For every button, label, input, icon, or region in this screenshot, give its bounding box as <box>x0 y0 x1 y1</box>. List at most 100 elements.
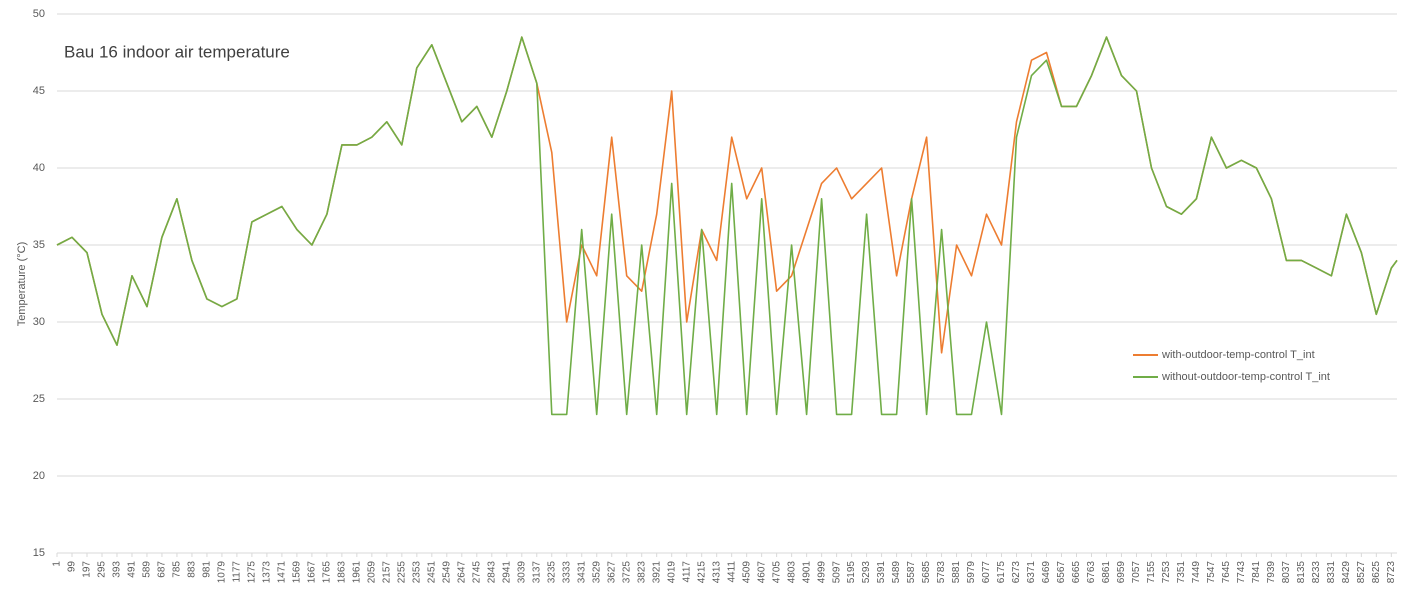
x-tick-label: 2255 <box>396 561 407 584</box>
x-tick-label: 6763 <box>1086 561 1097 584</box>
x-tick-label: 4705 <box>771 561 782 584</box>
x-tick-label: 4803 <box>786 561 797 584</box>
x-tick-label: 6567 <box>1056 561 1067 584</box>
x-tick-label: 3725 <box>621 561 632 584</box>
x-tick-label: 6077 <box>981 561 992 584</box>
x-tick-label: 197 <box>82 561 93 578</box>
x-tick-label: 7155 <box>1146 561 1157 584</box>
y-tick-label: 20 <box>33 470 45 482</box>
x-tick-label: 8723 <box>1386 561 1397 584</box>
x-tick-label: 4999 <box>816 561 827 584</box>
x-tick-label: 5685 <box>921 561 932 584</box>
x-tick-label: 883 <box>187 561 198 578</box>
x-tick-label: 785 <box>172 561 183 578</box>
x-tick-label: 6371 <box>1026 561 1037 584</box>
x-tick-label: 5489 <box>891 561 902 584</box>
x-tick-label: 6175 <box>996 561 1007 584</box>
x-tick-label: 4019 <box>666 561 677 584</box>
x-tick-label: 589 <box>142 561 153 578</box>
x-tick-label: 2059 <box>366 561 377 584</box>
x-tick-label: 8527 <box>1356 561 1367 584</box>
x-tick-label: 295 <box>97 561 108 578</box>
x-tick-label: 7547 <box>1206 561 1217 584</box>
x-tick-label: 2157 <box>381 561 392 584</box>
y-tick-label: 30 <box>33 316 45 328</box>
x-tick-label: 5391 <box>876 561 887 584</box>
x-tick-label: 4313 <box>711 561 722 584</box>
y-tick-label: 15 <box>33 547 45 559</box>
x-tick-label: 1961 <box>351 561 362 584</box>
x-tick-label: 8331 <box>1326 561 1337 584</box>
y-tick-label: 40 <box>33 162 45 174</box>
x-tick-label: 4215 <box>696 561 707 584</box>
y-tick-label: 25 <box>33 393 45 405</box>
x-tick-label: 7939 <box>1266 561 1277 584</box>
chart-title: Bau 16 indoor air temperature <box>64 42 290 61</box>
x-tick-label: 7841 <box>1251 561 1262 584</box>
x-tick-label: 5195 <box>846 561 857 584</box>
x-tick-label: 1079 <box>217 561 228 584</box>
x-tick-label: 491 <box>127 561 138 578</box>
x-tick-label: 5783 <box>936 561 947 584</box>
x-tick-label: 3431 <box>576 561 587 584</box>
x-tick-label: 8429 <box>1341 561 1352 584</box>
x-tick-label: 1471 <box>277 561 288 584</box>
x-tick-label: 5293 <box>861 561 872 584</box>
x-tick-label: 5881 <box>951 561 962 584</box>
x-tick-label: 2451 <box>426 561 437 584</box>
x-tick-label: 1569 <box>292 561 303 584</box>
x-tick-label: 3627 <box>606 561 617 584</box>
y-axis-title: Temperature (°C) <box>16 242 28 326</box>
x-tick-label: 1373 <box>262 561 273 584</box>
x-tick-label: 4117 <box>681 561 692 583</box>
x-tick-label: 687 <box>157 561 168 578</box>
x-tick-label: 1863 <box>336 561 347 584</box>
x-tick-label: 1275 <box>247 561 258 584</box>
x-tick-label: 8135 <box>1296 561 1307 584</box>
x-tick-label: 3823 <box>636 561 647 584</box>
x-tick-label: 5097 <box>831 561 842 584</box>
x-tick-label: 2549 <box>441 561 452 584</box>
x-tick-label: 7057 <box>1131 561 1142 584</box>
x-tick-label: 2353 <box>411 561 422 584</box>
y-tick-label: 35 <box>33 239 45 251</box>
x-tick-label: 2647 <box>456 561 467 584</box>
x-tick-label: 6665 <box>1071 561 1082 584</box>
x-tick-label: 1 <box>52 561 63 567</box>
x-tick-label: 4901 <box>801 561 812 584</box>
x-tick-label: 3039 <box>516 561 527 584</box>
x-tick-label: 6273 <box>1011 561 1022 584</box>
x-tick-label: 3137 <box>531 561 542 584</box>
x-tick-label: 3333 <box>561 561 572 584</box>
x-tick-label: 7253 <box>1161 561 1172 584</box>
x-tick-label: 7743 <box>1236 561 1247 584</box>
x-tick-label: 1765 <box>322 561 333 584</box>
x-tick-label: 3921 <box>651 561 662 584</box>
x-tick-label: 393 <box>112 561 123 578</box>
y-tick-label: 50 <box>33 8 45 20</box>
y-tick-label: 45 <box>33 85 45 97</box>
x-tick-label: 6469 <box>1041 561 1052 584</box>
x-tick-label: 7351 <box>1176 561 1187 584</box>
x-tick-label: 4607 <box>756 561 767 584</box>
x-tick-label: 7645 <box>1221 561 1232 584</box>
x-tick-label: 99 <box>67 561 78 573</box>
x-tick-label: 8625 <box>1371 561 1382 584</box>
legend-label: without-outdoor-temp-control T_int <box>1161 371 1330 383</box>
x-tick-label: 8037 <box>1281 561 1292 584</box>
legend-label: with-outdoor-temp-control T_int <box>1161 349 1315 361</box>
x-tick-label: 2941 <box>501 561 512 584</box>
x-tick-label: 6861 <box>1101 561 1112 584</box>
x-tick-label: 2745 <box>471 561 482 584</box>
x-tick-label: 7449 <box>1191 561 1202 584</box>
x-tick-label: 5587 <box>906 561 917 584</box>
x-tick-label: 3235 <box>546 561 557 584</box>
x-tick-label: 3529 <box>591 561 602 584</box>
x-tick-label: 1177 <box>232 561 243 583</box>
series-line <box>56 36 1398 416</box>
x-tick-label: 4411 <box>726 561 737 583</box>
x-tick-label: 5979 <box>966 561 977 584</box>
x-tick-label: 2843 <box>486 561 497 584</box>
x-tick-label: 4509 <box>741 561 752 584</box>
